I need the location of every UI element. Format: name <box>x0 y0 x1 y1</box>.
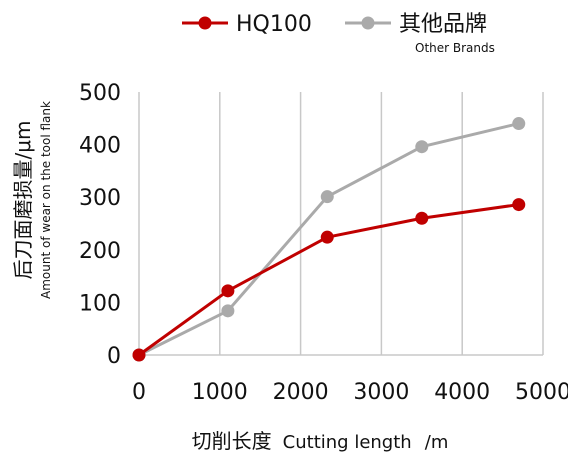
x-tick-label-0: 0 <box>132 380 146 405</box>
data-point-other-brands-1 <box>221 304 235 318</box>
svg-text:切削长度 Cutting length: 切削长度 Cutting length /m <box>192 429 449 453</box>
y-tick-label-200: 200 <box>79 239 121 264</box>
x-tick-label-3000: 3000 <box>353 380 409 405</box>
x-tick-label-1000: 1000 <box>192 380 248 405</box>
axes <box>138 92 543 356</box>
data-point-hq100-0 <box>132 348 146 362</box>
y-tick-label-100: 100 <box>79 291 121 316</box>
legend: HQ100 其他品牌 Other Brands <box>182 12 495 55</box>
x-tick-label-2000: 2000 <box>273 380 329 405</box>
x-axis-title-cn: 切削长度 <box>192 429 272 453</box>
legend-sublabel-other-brands: Other Brands <box>415 41 495 55</box>
data-point-other-brands-2 <box>320 190 334 204</box>
legend-label-other-brands: 其他品牌 <box>399 12 487 37</box>
data-point-hq100-4 <box>512 198 526 212</box>
x-tick-label-5000: 5000 <box>515 380 568 405</box>
data-point-other-brands-3 <box>415 140 429 154</box>
data-point-hq100-1 <box>221 284 235 298</box>
data-point-hq100-2 <box>320 230 334 244</box>
x-axis-title-unit: /m <box>425 432 449 453</box>
data-point-other-brands-4 <box>512 117 526 131</box>
series-layer <box>132 117 526 362</box>
x-axis-title: 切削长度 Cutting length /m <box>192 429 449 453</box>
y-tick-label-500: 500 <box>79 81 121 106</box>
y-tick-label-400: 400 <box>79 134 121 159</box>
data-point-hq100-3 <box>415 211 429 225</box>
legend-label-hq100: HQ100 <box>236 12 312 37</box>
y-axis-title-en: Amount of wear on the tool flank <box>39 101 53 299</box>
y-axis-title: 后刀面磨损量/μm Amount of wear on the tool fla… <box>11 101 53 299</box>
legend-marker-other-brands <box>361 16 375 30</box>
legend-marker-hq100 <box>198 16 212 30</box>
x-tick-label-4000: 4000 <box>434 380 490 405</box>
y-tick-label-0: 0 <box>107 344 121 369</box>
x-axis-title-en: Cutting length <box>283 432 412 453</box>
grid <box>219 92 544 355</box>
y-tick-label-300: 300 <box>79 186 121 211</box>
y-axis-title-cn: 后刀面磨损量/μm <box>11 121 35 280</box>
